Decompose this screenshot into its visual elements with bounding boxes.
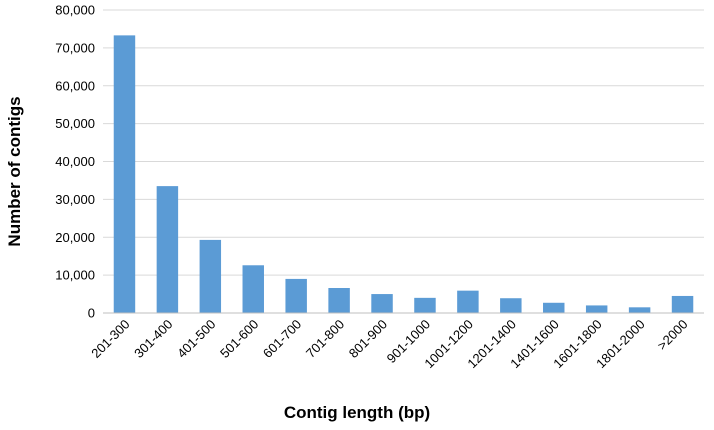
y-tick-label: 80,000 [55,3,95,18]
bar-701-800 [328,288,350,313]
y-tick-label: 30,000 [55,192,95,207]
bar-1001-1200 [457,290,479,313]
y-tick-label: 50,000 [55,116,95,131]
bar-901-1000 [414,297,436,313]
x-tick-label: 501-600 [217,317,261,361]
bar-1601-1800 [585,305,608,313]
gridlines [103,9,704,276]
x-tick-label: 201-300 [88,317,132,361]
bar-401-500 [199,239,222,313]
y-tick-label: 60,000 [55,78,95,93]
bar-201-300 [113,35,136,313]
bars [113,35,694,313]
bar-301-400 [156,186,179,313]
y-tick-label: 10,000 [55,268,95,283]
y-tick-labels: 0 10,000 20,000 30,000 40,000 50,000 60,000 70,… [55,3,95,321]
x-axis-title: Contig length (bp) [284,403,430,422]
x-tick-label: 601-700 [260,317,304,361]
y-tick-label: 0 [88,306,95,321]
bar-601-700 [285,278,307,313]
bar-1801-2000 [628,307,651,313]
y-tick-label: 70,000 [55,40,95,55]
y-axis-title: Number of contigs [5,96,24,246]
bar-1201-1400 [500,298,522,313]
bar->2000 [671,295,694,313]
x-tick-label: 701-800 [303,317,347,361]
y-tick-label: 40,000 [55,154,95,169]
x-tick-label: 301-400 [131,317,175,361]
bar-1401-1600 [543,302,565,313]
x-tick-label: 401-500 [174,317,218,361]
x-tick-label: >2000 [654,317,690,353]
bar-501-600 [242,265,264,313]
y-tick-label: 20,000 [55,230,95,245]
x-tick-labels: 201-300301-400401-500501-600601-700701-8… [88,317,690,372]
bar-801-900 [371,294,393,313]
